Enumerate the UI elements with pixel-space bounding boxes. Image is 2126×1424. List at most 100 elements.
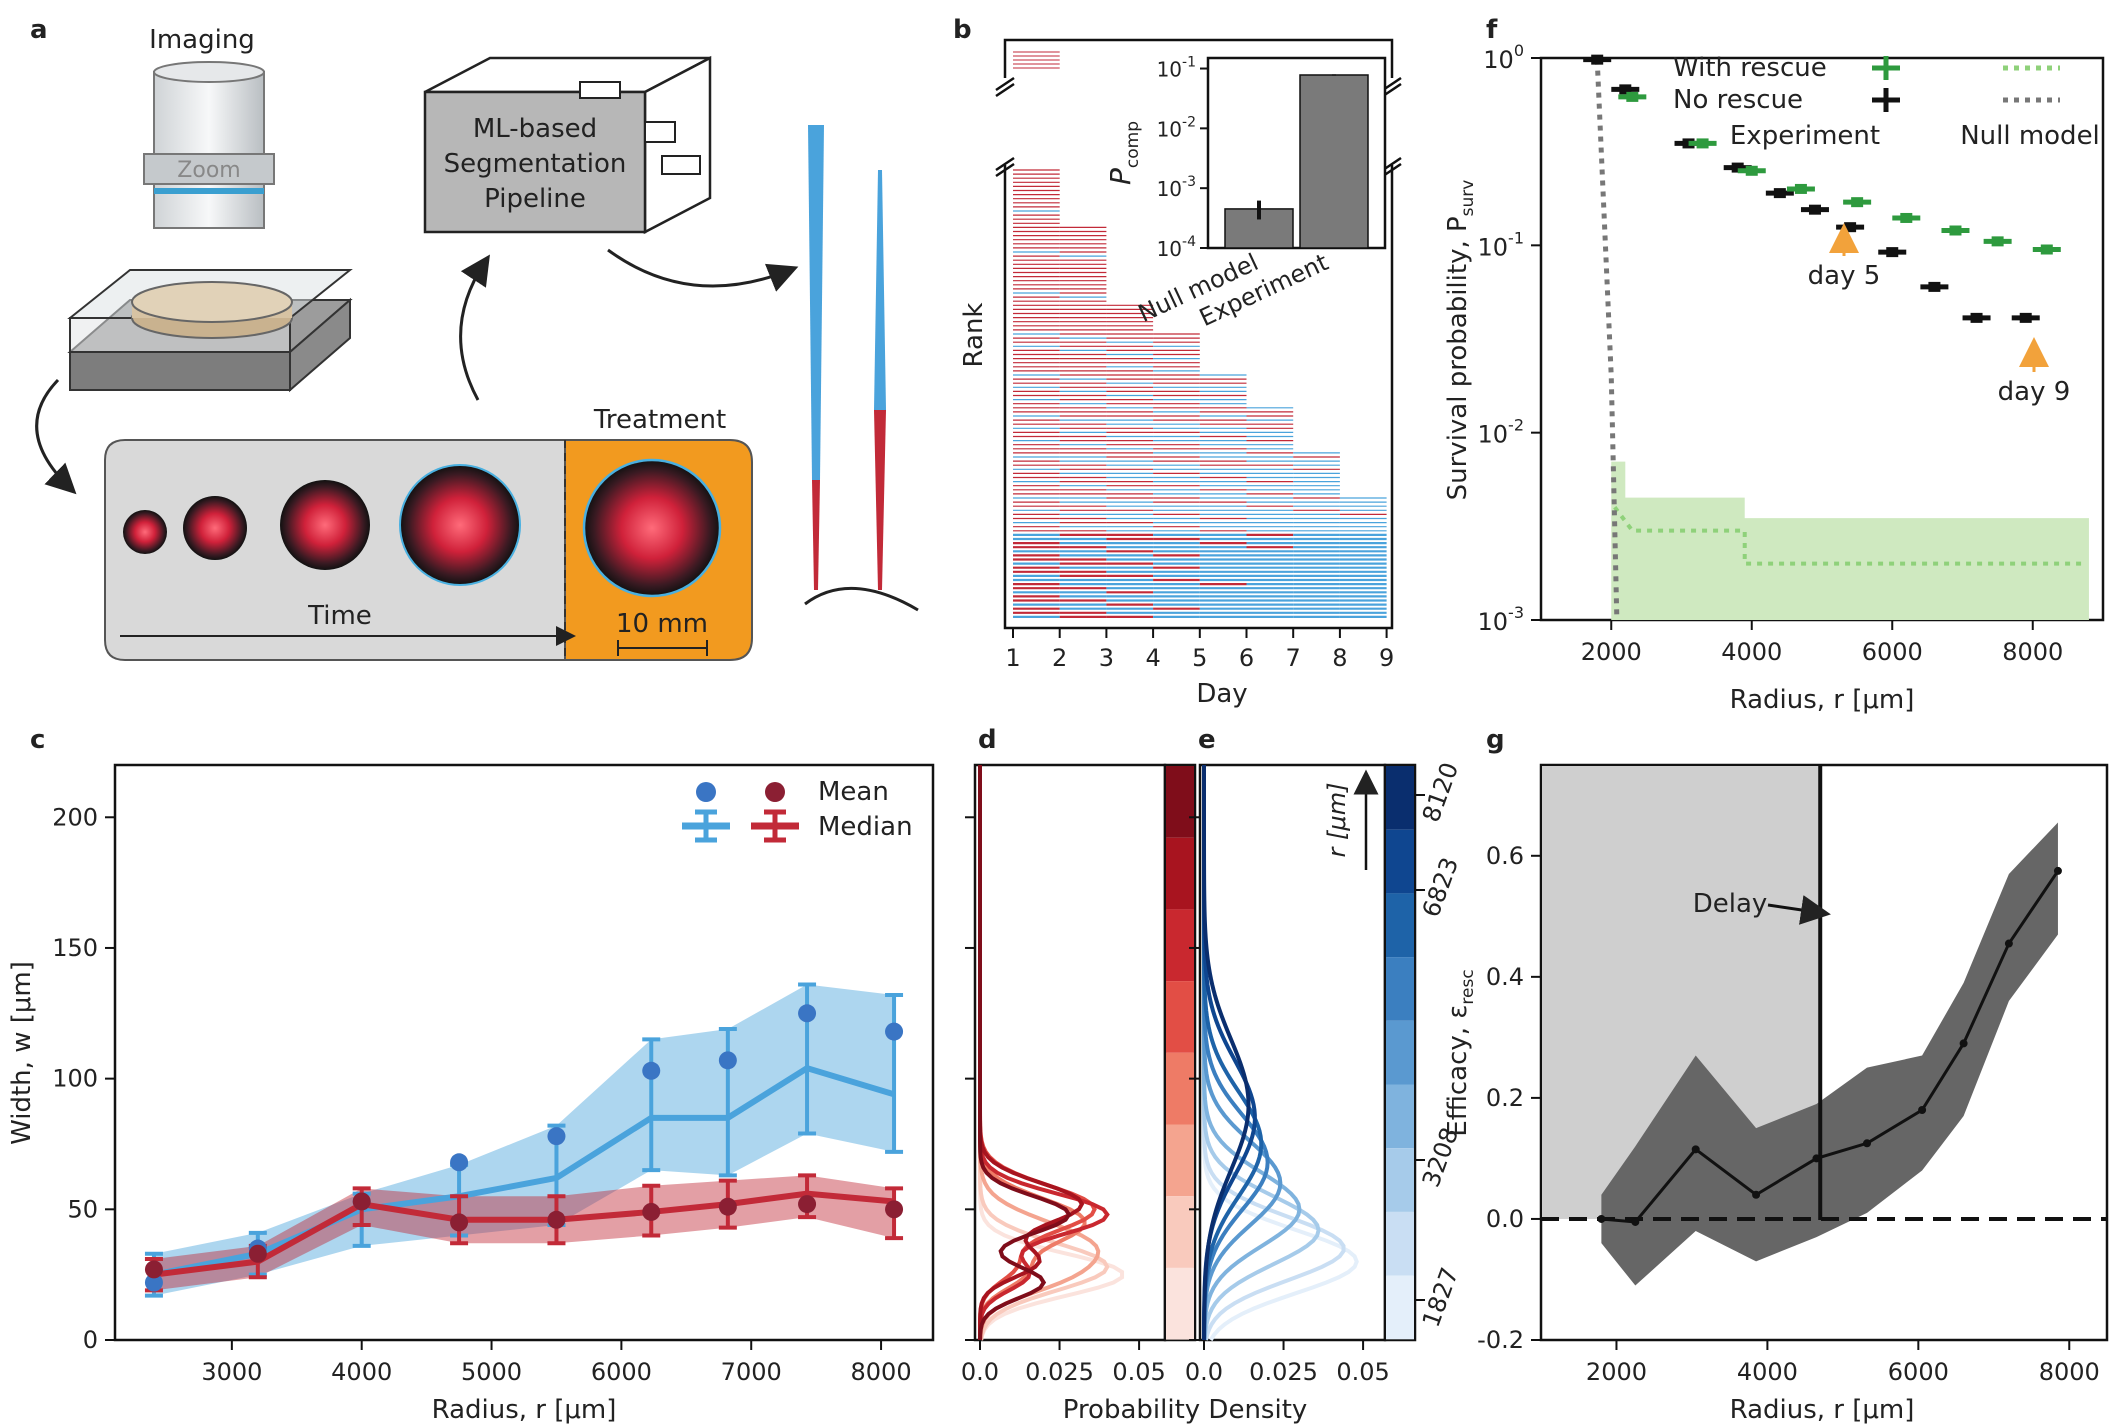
e-cbar-segment [1386,1211,1414,1276]
rank-lines [1013,51,1387,619]
e-cbar-tick-label: 8120 [1417,759,1464,826]
f-point [1731,162,1744,173]
f-point [1773,188,1786,199]
inset-tick-label: 10-1 [1157,55,1196,82]
b-x-tick-label: 8 [1332,644,1347,672]
g-x-tick-label: 2000 [1586,1358,1647,1386]
treatment-label: Treatment [593,405,726,435]
g-x-tick-label: 4000 [1737,1358,1798,1386]
f-point [1682,138,1695,149]
g-x-tick-label: 6000 [1888,1358,1949,1386]
g-x-label: Radius, r [μm] [1730,1395,1915,1424]
f-y-tick-label: 10-3 [1478,603,1525,636]
c-red-mean-point [885,1200,904,1219]
e-cbar-segment [1386,1275,1414,1340]
f-y-tick-label: 100 [1483,41,1524,74]
f-point [2040,244,2053,255]
time-panel: Treatment Time 10 mm [104,405,753,661]
d-cbar-segment [1166,837,1194,910]
e-cbar-segment [1386,766,1414,830]
imaging-title: Imaging [149,25,255,55]
f-point [1808,204,1821,215]
d-cbar-segment [1166,1267,1194,1340]
e-cbar-tick-label: 1827 [1417,1264,1464,1331]
f-ann-day9: day 9 [1998,377,2071,407]
objective-icon: Zoom [143,61,275,229]
b-y-label: Rank [959,303,989,368]
e-cbar-segment [1386,1148,1414,1212]
g-y-tick-label: 0.4 [1486,963,1524,991]
g-point [2053,866,2062,875]
b-x-tick-label: 9 [1379,644,1394,672]
d-cbar-segment [1166,909,1194,982]
de-x-tick-label: 0.0 [1185,1358,1223,1386]
c-blue-mean-point [798,1004,817,1023]
d-ticks: 0.0 0.025 0.05 [961,816,1166,1386]
c-red-mean-point [798,1195,817,1214]
d-cbar-segment [1166,1052,1194,1125]
f-point [1970,312,1983,323]
f-legend-markers [1872,56,2060,112]
c-red-mean-point [450,1213,469,1232]
f-point [1851,197,1864,208]
panel-a: a Imaging Zoom [30,15,919,661]
e-cbar-tick-label: 6823 [1417,854,1464,921]
g-plot [1541,765,2107,1286]
f-point [1696,138,1709,149]
c-blue-mean-point [144,1273,163,1292]
c-x-tick-label: 4000 [331,1358,392,1386]
branch-illustration [804,125,919,612]
b-inset: 10-110-210-310-4 Pcomp Null model Experi… [1104,55,1387,332]
b-x-ticks: 1 2 3 4 5 6 7 8 9 [1005,628,1394,672]
g-y-tick-label: 0.6 [1486,842,1524,870]
panel-f-label: f [1486,15,1498,45]
panel-g-label: g [1486,725,1505,755]
d-cbar-segment [1166,1124,1194,1197]
b-x-label: Day [1196,679,1247,709]
f-point [1745,165,1758,176]
panel-c: c 3000 4000 5000 6000 7000 8000 0 50 100 150 200 M… [7,725,935,1424]
e-colorbar [1386,766,1414,1340]
f-x-tick-label: 6000 [1862,638,1923,666]
g-y-tick-label: -0.2 [1477,1326,1524,1354]
c-red-mean-point [718,1197,737,1216]
g-y-tick-label: 0.0 [1486,1205,1524,1233]
e-cbar-segment [1386,1020,1414,1085]
b-x-tick-label: 5 [1192,644,1207,672]
de-x-tick-label: 0.025 [1025,1358,1094,1386]
f-y-tick-label: 10-2 [1478,416,1525,449]
time-label: Time [307,601,372,631]
c-y-tick-label: 200 [52,803,98,831]
c-red-mean-point [352,1192,371,1211]
b-x-tick-label: 4 [1145,644,1160,672]
b-x-tick-label: 7 [1286,644,1301,672]
f-ann-day5: day 5 [1808,261,1881,291]
d-colorbar [1166,766,1194,1340]
c-y-tick-label: 50 [67,1195,98,1223]
g-delay-label: Delay [1693,889,1768,919]
f-legend-without: No rescue [1673,85,1803,115]
c-x-tick-label: 5000 [461,1358,522,1386]
c-blue-mean-point [718,1051,737,1070]
inset-tick-label: 10-3 [1157,174,1196,201]
panel-f: f 2000 4000 6000 8000 100 10-1 10-2 10-3 With r… [1443,15,2105,715]
f-point [1591,54,1604,65]
c-red-mean-point [547,1210,566,1229]
e-cbar-label: r [μm] [1323,783,1351,858]
f-point [1886,247,1899,258]
f-point [1991,236,2004,247]
g-point [1918,1106,1927,1114]
c-blue-mean-point [450,1153,469,1172]
de-x-tick-label: 0.0 [961,1358,999,1386]
e-cbar-segment [1386,1084,1414,1149]
c-legend: Mean Median [682,777,913,843]
c-ticks: 3000 4000 5000 6000 7000 8000 0 50 100 150 200 [52,803,911,1386]
g-band [1601,822,2058,1286]
c-plot [144,982,904,1298]
panel-a-label: a [30,15,48,45]
c-legend-mean: Mean [818,777,889,807]
b-x-tick-label: 1 [1005,644,1020,672]
c-x-label: Radius, r [μm] [432,1395,617,1424]
pipeline-line-1: ML-based [473,114,597,144]
f-point [1949,225,1962,236]
